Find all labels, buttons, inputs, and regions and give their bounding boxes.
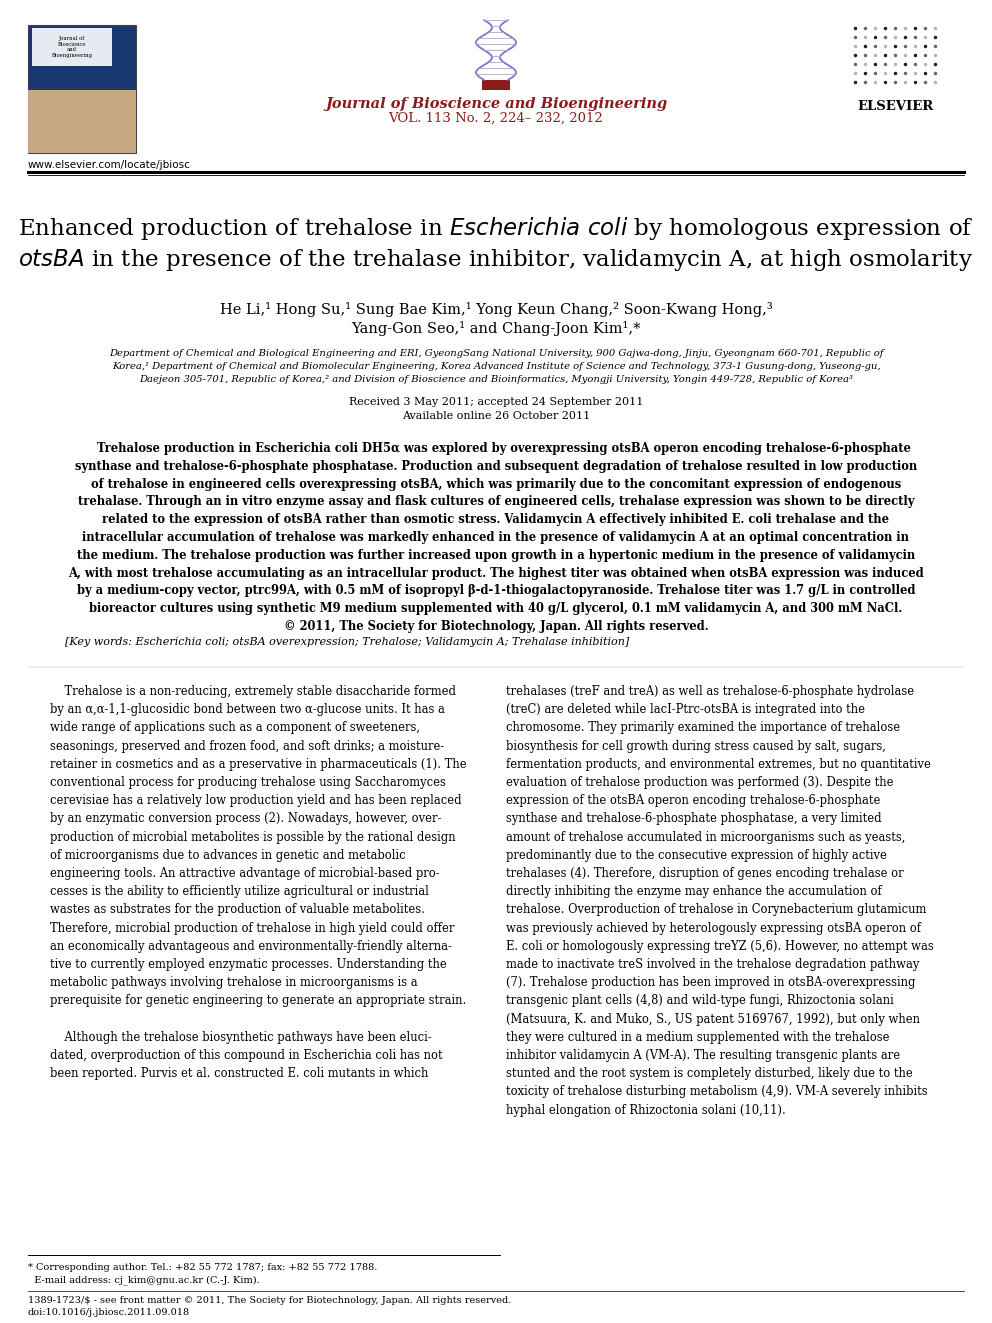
Text: Daejeon 305-701, Republic of Korea,² and Division of Bioscience and Bioinformati: Daejeon 305-701, Republic of Korea,² and… bbox=[139, 374, 853, 384]
Text: doi:10.1016/j.jbiosc.2011.09.018: doi:10.1016/j.jbiosc.2011.09.018 bbox=[28, 1308, 190, 1316]
Text: [Key words: Escherichia coli; otsBA overexpression; Trehalose; Validamycin A; Tr: [Key words: Escherichia coli; otsBA over… bbox=[65, 636, 629, 647]
Bar bbox=[482, 79, 510, 90]
Bar bbox=[32, 28, 112, 66]
Text: Yang-Gon Seo,¹ and Chang-Joon Kim¹,*: Yang-Gon Seo,¹ and Chang-Joon Kim¹,* bbox=[351, 321, 641, 336]
Text: www.elsevier.com/locate/jbiosc: www.elsevier.com/locate/jbiosc bbox=[28, 160, 190, 169]
Text: Journal of
Bioscience
and
Bioengineering: Journal of Bioscience and Bioengineering bbox=[52, 36, 92, 58]
Text: Korea,¹ Department of Chemical and Biomolecular Engineering, Korea Advanced Inst: Korea,¹ Department of Chemical and Biomo… bbox=[112, 363, 880, 370]
Text: * Corresponding author. Tel.: +82 55 772 1787; fax: +82 55 772 1788.: * Corresponding author. Tel.: +82 55 772… bbox=[28, 1263, 377, 1271]
Text: Enhanced production of trehalose in $\mathit{Escherichia\ coli}$ by homologous e: Enhanced production of trehalose in $\ma… bbox=[18, 216, 974, 242]
FancyBboxPatch shape bbox=[28, 25, 136, 153]
Text: Journal of Bioscience and Bioengineering: Journal of Bioscience and Bioengineering bbox=[324, 97, 668, 111]
Text: He Li,¹ Hong Su,¹ Sung Bae Kim,¹ Yong Keun Chang,² Soon-Kwang Hong,³: He Li,¹ Hong Su,¹ Sung Bae Kim,¹ Yong Ke… bbox=[219, 302, 773, 318]
Text: VOL. 113 No. 2, 224– 232, 2012: VOL. 113 No. 2, 224– 232, 2012 bbox=[389, 112, 603, 124]
Text: 1389-1723/$ - see front matter © 2011, The Society for Biotechnology, Japan. All: 1389-1723/$ - see front matter © 2011, T… bbox=[28, 1297, 511, 1304]
Text: E-mail address: cj_kim@gnu.ac.kr (C.-J. Kim).: E-mail address: cj_kim@gnu.ac.kr (C.-J. … bbox=[28, 1275, 260, 1285]
Text: Received 3 May 2011; accepted 24 September 2011: Received 3 May 2011; accepted 24 Septemb… bbox=[349, 397, 643, 407]
Text: Department of Chemical and Biological Engineering and ERI, GyeongSang National U: Department of Chemical and Biological En… bbox=[109, 349, 883, 359]
Bar bbox=[28, 90, 136, 153]
Text: Trehalose is a non-reducing, extremely stable disaccharide formed
by an α,α-1,1-: Trehalose is a non-reducing, extremely s… bbox=[50, 685, 466, 1080]
Text: Trehalose production in Escherichia coli DH5α was explored by overexpressing ots: Trehalose production in Escherichia coli… bbox=[68, 442, 924, 632]
Text: $\mathit{otsBA}$ in the presence of the trehalase inhibitor, validamycin A, at h: $\mathit{otsBA}$ in the presence of the … bbox=[19, 247, 973, 273]
Text: ELSEVIER: ELSEVIER bbox=[857, 101, 933, 112]
Text: trehalases (treF and treA) as well as trehalose-6-phosphate hydrolase
(treC) are: trehalases (treF and treA) as well as tr… bbox=[506, 685, 933, 1117]
Text: Available online 26 October 2011: Available online 26 October 2011 bbox=[402, 411, 590, 421]
